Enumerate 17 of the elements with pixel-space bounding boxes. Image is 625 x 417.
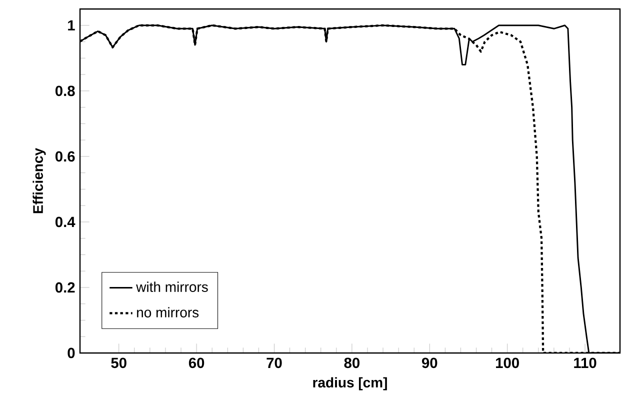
y-tick-label: 0.8 bbox=[55, 86, 75, 96]
x-tick-label: 110 bbox=[574, 358, 596, 368]
y-tick-label: 0 bbox=[68, 348, 75, 358]
x-tick-label: 100 bbox=[496, 358, 519, 368]
x-tick-label: 70 bbox=[266, 358, 282, 368]
x-tick-label: 90 bbox=[422, 358, 438, 368]
x-axis-title: radius [cm] bbox=[313, 377, 387, 390]
y-tick-label: 1 bbox=[68, 20, 75, 30]
y-tick-label: 0.6 bbox=[55, 151, 75, 162]
x-tick-label: 50 bbox=[111, 358, 126, 368]
legend-label: with mirrors bbox=[136, 282, 208, 292]
x-tick-label: 80 bbox=[344, 358, 360, 368]
x-tick-label: 60 bbox=[188, 358, 204, 368]
y-tick-label: 0.2 bbox=[55, 282, 75, 293]
y-axis-title: Efficiency bbox=[32, 148, 46, 214]
legend-label: no mirrors bbox=[137, 307, 199, 318]
y-tick-label: 0.4 bbox=[55, 216, 76, 228]
